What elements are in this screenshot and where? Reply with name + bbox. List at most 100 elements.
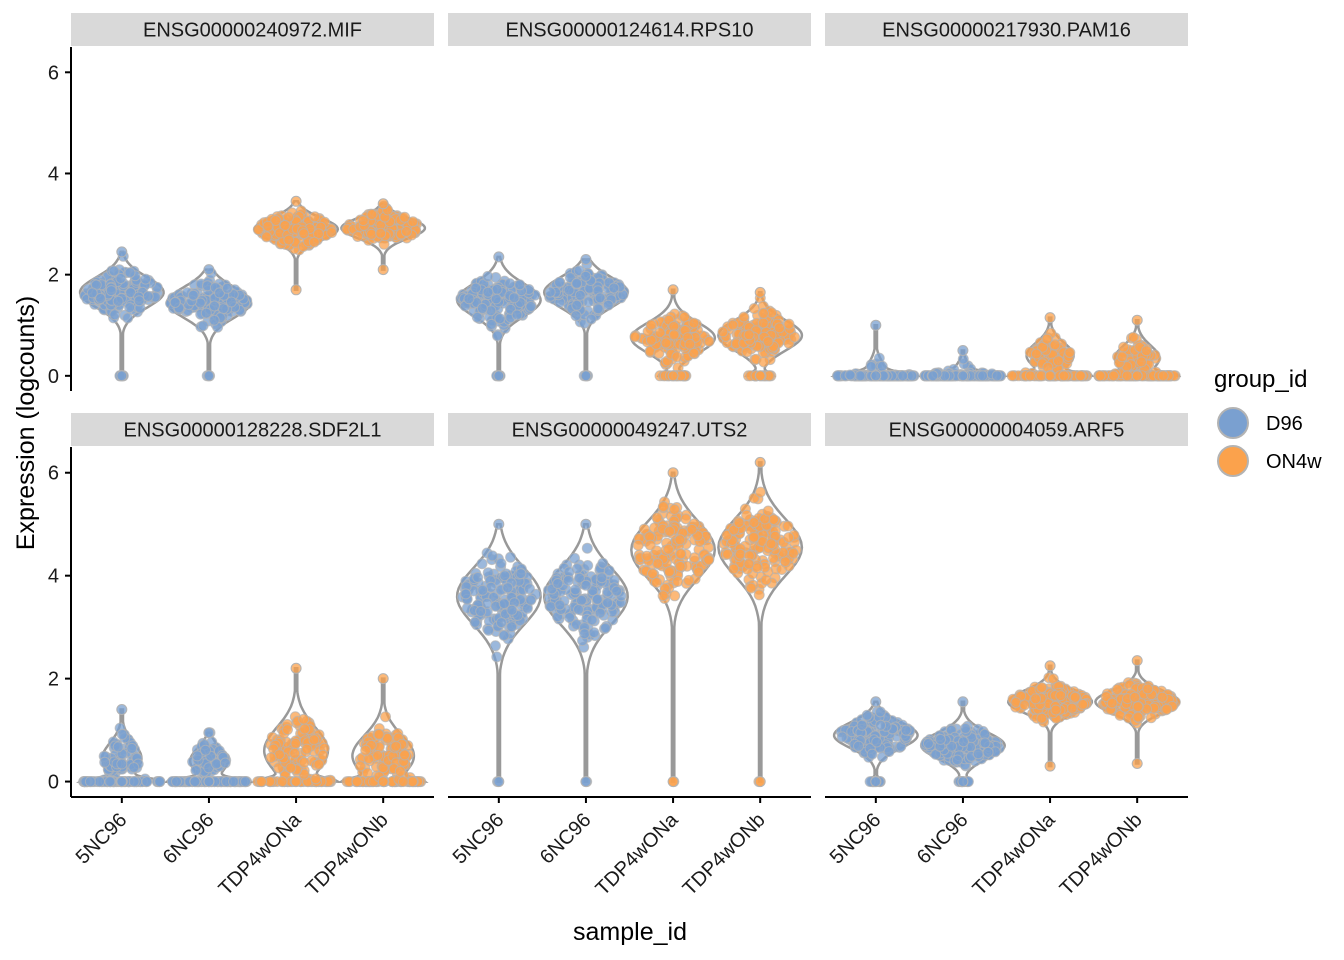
data-point <box>836 731 848 743</box>
data-point <box>290 776 302 788</box>
data-point <box>748 303 760 314</box>
x-tick-label: TDP4wONa <box>215 808 307 900</box>
data-point <box>1052 355 1064 367</box>
x-tick-label: 5NC96 <box>449 809 509 869</box>
data-point <box>261 231 272 243</box>
data-point <box>1055 690 1067 702</box>
data-point <box>1006 370 1018 382</box>
data-point <box>608 282 620 294</box>
data-point <box>582 560 594 571</box>
legend-swatch <box>1217 407 1249 439</box>
data-point <box>298 757 310 768</box>
data-point <box>779 556 791 567</box>
data-point <box>870 319 882 331</box>
violin-TDP4wONb <box>1094 655 1181 769</box>
data-point <box>310 773 322 785</box>
legend: group_id D96 ON4w <box>1214 366 1322 477</box>
x-tick-label: TDP4wONa <box>969 808 1061 900</box>
data-point <box>883 746 895 758</box>
data-point <box>140 273 152 285</box>
y-tick-label: 6 <box>48 62 59 84</box>
data-point <box>754 776 766 788</box>
data-point <box>483 624 495 636</box>
data-point <box>141 776 153 788</box>
data-point <box>654 327 666 339</box>
panels-layer: ENSG00000240972.MIF 0 2 4 6 ENSG00000124614.R… <box>48 13 1188 900</box>
data-point <box>571 277 583 289</box>
data-point <box>875 719 887 731</box>
data-point <box>122 312 134 324</box>
data-point <box>573 604 584 615</box>
violin-TDP4wONb <box>337 673 429 788</box>
violin-5NC96 <box>455 518 542 788</box>
data-point <box>675 548 687 560</box>
data-point <box>476 558 488 570</box>
data-point <box>688 317 700 329</box>
data-point <box>508 292 520 304</box>
data-point <box>282 724 293 736</box>
data-point <box>874 706 886 718</box>
data-point <box>754 370 766 382</box>
data-point <box>126 742 138 754</box>
x-tick-label: TDP4wONb <box>302 809 393 900</box>
data-point <box>1131 758 1143 769</box>
data-point <box>667 467 679 479</box>
violin-TDP4wONa <box>249 662 343 788</box>
data-point <box>728 563 740 575</box>
data-point <box>1156 691 1168 703</box>
data-point <box>394 765 406 777</box>
data-point <box>1131 370 1143 382</box>
data-point <box>373 728 385 740</box>
y-tick-label: 4 <box>48 163 59 185</box>
data-point <box>900 724 912 736</box>
x-tick-label: 5NC96 <box>826 809 886 869</box>
data-point <box>734 548 746 560</box>
data-point <box>514 279 526 291</box>
data-point <box>574 289 586 301</box>
data-point <box>871 736 883 748</box>
data-point <box>493 251 505 263</box>
data-point <box>1118 341 1130 353</box>
data-point <box>495 557 507 569</box>
data-point <box>290 737 302 749</box>
data-point <box>1077 698 1089 710</box>
data-point <box>225 296 237 308</box>
violin-TDP4wONa <box>1005 312 1095 382</box>
data-point <box>197 320 209 332</box>
data-point <box>491 283 503 295</box>
data-point <box>758 356 770 368</box>
data-point <box>357 215 369 227</box>
data-point <box>1030 693 1042 705</box>
data-point <box>377 198 389 210</box>
violin-TDP4wONa <box>252 195 340 296</box>
data-point <box>641 550 653 562</box>
data-point <box>773 322 785 334</box>
facet-title: ENSG00000049247.UTS2 <box>512 420 748 442</box>
data-point <box>262 220 274 232</box>
data-point <box>511 309 523 321</box>
data-point <box>279 219 291 231</box>
data-point <box>738 311 750 323</box>
data-point <box>580 579 592 591</box>
data-point <box>674 560 686 572</box>
facet-panel: ENSG00000004059.ARF5 5NC96 6NC96TDP4wONaTD… <box>825 413 1188 900</box>
data-point <box>104 776 116 788</box>
data-point <box>493 518 505 530</box>
data-point <box>789 331 801 343</box>
data-point <box>124 267 136 279</box>
data-point <box>397 776 409 788</box>
data-point <box>1066 702 1078 714</box>
data-point <box>693 566 704 578</box>
data-point <box>657 501 669 512</box>
x-tick-label: 5NC96 <box>72 809 132 869</box>
data-point <box>1041 333 1053 345</box>
violin-6NC96 <box>919 696 1006 788</box>
data-point <box>580 370 592 382</box>
violin-TDP4wONa <box>629 284 717 382</box>
data-point <box>722 548 734 560</box>
violin-TDP4wONa <box>630 467 717 788</box>
data-point <box>525 594 537 606</box>
data-point <box>972 748 984 760</box>
data-point <box>951 754 963 766</box>
data-point <box>377 264 389 276</box>
